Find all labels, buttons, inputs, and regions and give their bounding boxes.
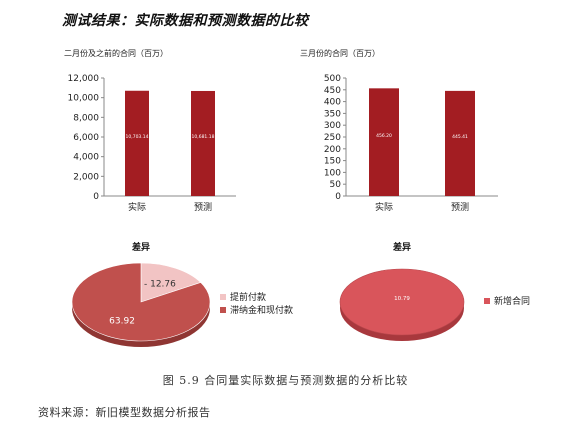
- legend-swatch: [484, 298, 490, 304]
- source-note: 资料来源：新旧模型数据分析报告: [38, 406, 211, 419]
- legend-label: 新增合同: [494, 295, 530, 307]
- bar-data-label: 10,703.14: [126, 134, 149, 140]
- legend-label: 滞纳金和现付款: [230, 304, 293, 316]
- x-tick-label: 实际: [375, 201, 393, 213]
- y-tick-label: 4,000: [73, 153, 99, 163]
- legend-swatch: [220, 294, 226, 300]
- x-tick-label: 预测: [451, 202, 469, 213]
- bar-1: [191, 90, 215, 196]
- pie-data-label: 10.79: [394, 296, 410, 302]
- page-title: 测试结果：实际数据和预测数据的比较: [62, 13, 309, 29]
- legend-label: 提前付款: [230, 291, 266, 303]
- y-tick-label: 0: [93, 192, 99, 202]
- bar-data-label: 10,681.18: [192, 134, 215, 140]
- y-tick-label: 250: [324, 133, 341, 143]
- bar-data-label: 445.41: [452, 134, 468, 140]
- y-tick-label: 200: [324, 145, 341, 155]
- pie-slice-0: [140, 262, 202, 303]
- bar-0: [369, 88, 399, 196]
- bar-1: [445, 90, 475, 196]
- figure-caption: 图 5.9 合同量实际数据与预测数据的分析比较: [162, 374, 409, 387]
- x-tick-label: 实际: [128, 201, 146, 213]
- legend-swatch: [220, 307, 226, 313]
- bar-0: [125, 90, 149, 196]
- y-tick-label: 450: [324, 86, 341, 96]
- pie-slice: [339, 268, 465, 336]
- y-tick-label: 300: [324, 121, 341, 131]
- pie-chart-title: 差异: [393, 241, 411, 253]
- y-tick-label: 50: [330, 180, 342, 190]
- bar-data-label: 456.20: [376, 133, 392, 139]
- pie-slice-1: [71, 262, 211, 342]
- y-tick-label: 400: [324, 98, 341, 108]
- pie-data-label: 63.92: [109, 317, 135, 327]
- y-tick-label: 2,000: [73, 172, 99, 182]
- pie-chart-title: 差异: [132, 241, 150, 253]
- y-tick-label: 500: [324, 74, 341, 84]
- y-tick-label: 6,000: [73, 133, 99, 143]
- x-tick-label: 预测: [194, 202, 212, 213]
- y-tick-label: 150: [324, 157, 341, 167]
- pie-data-label: - 12.76: [144, 279, 176, 289]
- y-tick-label: 0: [335, 192, 341, 202]
- bar-chart-title: 三月份的合同（百万）: [300, 48, 380, 58]
- y-tick-label: 12,000: [68, 74, 100, 84]
- y-tick-label: 100: [324, 168, 341, 178]
- y-tick-label: 8,000: [73, 113, 99, 123]
- y-tick-label: 350: [324, 109, 341, 119]
- y-tick-label: 10,000: [68, 94, 100, 104]
- bar-chart-title: 二月份及之前的合同（百万）: [64, 48, 168, 58]
